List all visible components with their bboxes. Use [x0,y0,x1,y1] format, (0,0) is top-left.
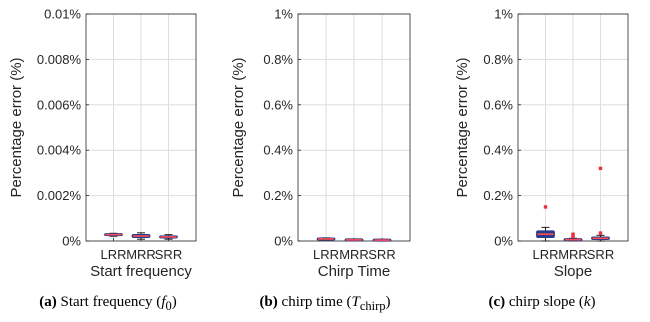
x-tick-label: SRR [587,247,614,262]
x-axis-label: Chirp Time [318,263,391,280]
caption-b-sub: chirp [359,299,386,313]
y-tick-label: 0.01% [44,7,81,22]
x-tick-label: MRR [126,247,156,262]
caption-a: (a) Start frequency (f0) [0,294,216,314]
y-axis-label: Percentage error (%) [8,57,25,197]
y-tick-label: 0.8% [263,52,293,67]
y-tick-label: 0.2% [483,188,513,203]
y-tick-label: 0.6% [263,97,293,112]
caption-b-sym: T [351,294,360,310]
x-tick-label: LRR [532,247,558,262]
x-axis-label: Start frequency [90,263,192,280]
box-outlier [571,234,575,239]
box-outlier [543,205,548,209]
caption-c-end: ) [590,294,596,310]
caption-a-text: Start frequency ( [60,294,162,310]
caption-c: (c) chirp slope (k) [434,294,650,314]
caption-a-tag: (a) [39,294,57,310]
caption-b-end: ) [385,294,391,310]
y-axis-label: Percentage error (%) [230,57,247,197]
y-tick-label: 0.4% [263,143,293,158]
y-tick-label: 0.008% [37,52,82,67]
y-tick-label: 1% [274,7,293,22]
caption-c-tag: (c) [488,294,506,310]
caption-b: (b) chirp time (Tchirp) [216,294,434,314]
y-tick-label: 0.002% [37,188,82,203]
box-outlier [598,231,603,235]
x-tick-label: LRR [100,247,126,262]
x-tick-label: MRR [339,247,369,262]
box-outlier [571,232,575,236]
x-tick-label: SRR [155,247,182,262]
y-tick-label: 0.2% [263,188,293,203]
caption-c-text: chirp slope ( [508,294,584,310]
x-tick-label: SRR [368,247,395,262]
caption-a-sub: 0 [165,299,172,313]
caption-b-text: chirp time ( [281,294,352,310]
y-tick-label: 0.004% [37,143,82,158]
y-axis-label: Percentage error (%) [454,57,471,197]
y-tick-label: 0% [494,234,513,249]
caption-b-tag: (b) [259,294,278,310]
x-axis-label: Slope [554,263,592,280]
y-tick-label: 0.8% [483,52,513,67]
caption-c-sym: k [583,294,591,310]
x-tick-label: MRR [558,247,588,262]
y-tick-label: 0.006% [37,97,82,112]
caption-a-sym: f [161,294,166,310]
y-tick-label: 0% [274,234,293,249]
y-tick-label: 1% [494,7,513,22]
y-tick-label: 0% [62,234,81,249]
y-tick-label: 0.4% [483,143,513,158]
caption-a-end: ) [171,294,177,310]
y-tick-label: 0.6% [483,97,513,112]
box-outlier [598,166,603,171]
x-tick-label: LRR [313,247,339,262]
